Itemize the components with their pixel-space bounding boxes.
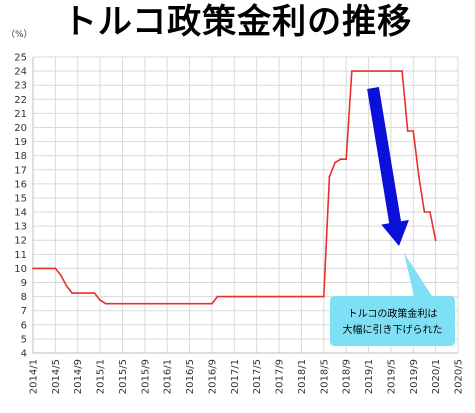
y-tick-label: 23	[14, 81, 27, 92]
y-tick-label: 12	[14, 236, 27, 247]
data-point	[65, 285, 68, 287]
y-tick-label: 25	[14, 53, 27, 64]
x-tick-label: 2019/9	[409, 359, 420, 394]
callout-text-line-2: 大幅に引き下げられた	[343, 323, 443, 336]
x-tick-label: 2015/5	[118, 359, 129, 394]
y-tick-label: 19	[14, 137, 27, 148]
y-tick-label: 10	[14, 264, 27, 275]
x-tick-label: 2014/9	[73, 359, 84, 394]
x-tick-label: 2015/9	[140, 359, 151, 394]
data-point	[345, 158, 348, 161]
data-point	[434, 239, 437, 242]
y-tick-label: 18	[14, 151, 27, 162]
x-tick-label: 2019/5	[386, 359, 397, 394]
data-point	[334, 161, 336, 164]
x-tick-label: 2019/1	[364, 359, 375, 394]
x-tick-label: 2020/5	[454, 359, 465, 394]
x-tick-label: 2018/9	[342, 359, 353, 394]
x-tick-label: 2018/1	[297, 359, 308, 394]
data-point	[406, 130, 409, 132]
decline-arrow	[367, 87, 409, 246]
data-point	[60, 274, 62, 277]
y-tick-label: 5	[21, 334, 27, 345]
x-tick-label: 2015/1	[96, 359, 107, 394]
data-point	[423, 211, 426, 213]
y-tick-label: 21	[14, 109, 27, 120]
y-tick-label: 4	[21, 349, 27, 360]
y-tick-label: 8	[21, 292, 27, 303]
data-point	[216, 295, 219, 298]
y-tick-label: 15	[14, 193, 27, 204]
data-point	[93, 292, 96, 294]
data-point	[429, 211, 431, 213]
data-point	[328, 175, 331, 178]
data-point	[99, 299, 102, 302]
y-tick-label: 22	[14, 95, 27, 106]
callout-text-line-1: トルコの政策金利は	[348, 307, 438, 320]
y-tick-label: 20	[14, 123, 27, 134]
data-point	[104, 302, 107, 305]
x-tick-label: 2018/5	[319, 359, 330, 394]
x-tick-label: 2016/1	[163, 359, 174, 394]
x-tick-label: 2017/1	[230, 359, 241, 394]
x-tick-label: 2017/5	[252, 359, 263, 394]
data-point	[322, 295, 325, 298]
x-tick-label: 2014/5	[51, 359, 62, 394]
data-point	[417, 175, 420, 178]
callout-box	[330, 253, 455, 346]
data-point	[401, 70, 403, 72]
y-tick-label: 17	[14, 165, 27, 176]
x-tick-label: 2020/1	[431, 359, 442, 394]
y-tick-label: 13	[14, 222, 27, 233]
x-tick-label: 2016/9	[207, 359, 218, 394]
y-tick-label: 6	[21, 320, 27, 331]
y-tick-label: 7	[21, 306, 27, 317]
x-tick-label: 2017/9	[275, 359, 286, 394]
y-tick-label: 11	[14, 250, 27, 261]
data-point	[32, 267, 34, 270]
data-point	[350, 70, 353, 72]
y-tick-label: 24	[14, 67, 27, 78]
data-point	[412, 130, 415, 132]
y-tick-label: 14	[14, 208, 27, 219]
data-point	[211, 302, 213, 305]
y-tick-label: 16	[14, 179, 27, 190]
data-point	[54, 267, 57, 270]
y-axis-unit: （%）	[6, 29, 33, 40]
y-tick-label: 9	[21, 278, 27, 289]
data-point	[71, 292, 74, 294]
x-tick-label: 2016/5	[185, 359, 196, 394]
chart-title: トルコ政策金利の推移	[62, 2, 413, 42]
x-tick-label: 2014/1	[29, 359, 40, 394]
data-point	[339, 158, 342, 161]
